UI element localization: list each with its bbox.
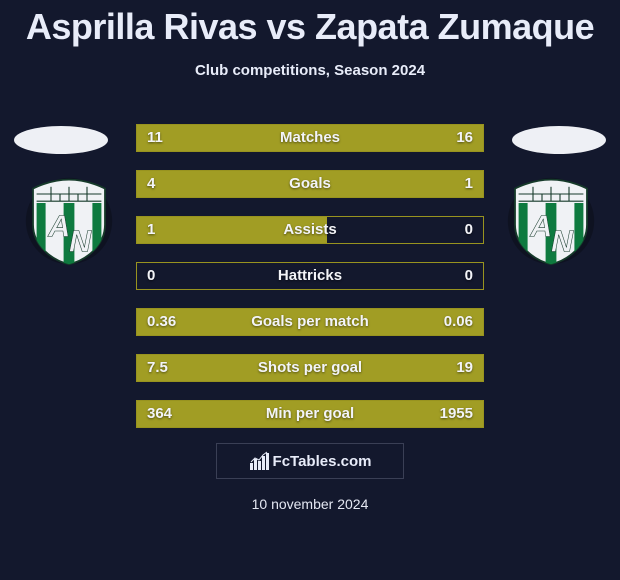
player-photo-left-placeholder: [14, 126, 108, 154]
stat-value-right: 0: [455, 263, 483, 289]
stat-fill-left: [137, 171, 414, 197]
stat-fill-left: [137, 125, 278, 151]
stat-fill-left: [137, 355, 235, 381]
svg-text:A: A: [529, 209, 552, 243]
stat-value-left: 0: [137, 263, 165, 289]
stat-fill-right: [235, 355, 483, 381]
stat-fill-left: [137, 217, 327, 243]
watermark-text: FcTables.com: [273, 453, 372, 470]
svg-text:N: N: [551, 225, 574, 259]
player-photo-right-placeholder: [512, 126, 606, 154]
stat-row: 41Goals: [136, 170, 484, 198]
comparison-chart: 1116Matches41Goals10Assists00Hattricks0.…: [136, 124, 484, 446]
stat-row: 3641955Min per goal: [136, 400, 484, 428]
club-crest-right: A N: [506, 176, 596, 266]
svg-text:A: A: [47, 209, 70, 243]
stat-fill-right: [278, 125, 483, 151]
stat-row: 7.519Shots per goal: [136, 354, 484, 382]
stat-label: Hattricks: [137, 263, 483, 289]
stat-fill-right: [434, 309, 483, 335]
watermark-badge: FcTables.com: [216, 443, 404, 479]
stat-fill-right: [414, 171, 483, 197]
page-title: Asprilla Rivas vs Zapata Zumaque: [0, 0, 620, 48]
date-label: 10 november 2024: [0, 496, 620, 512]
stat-fill-left: [137, 309, 434, 335]
stat-fill-right: [191, 401, 483, 427]
stat-row: 0.360.06Goals per match: [136, 308, 484, 336]
stat-row: 1116Matches: [136, 124, 484, 152]
stat-row: 0 0Hattricks: [136, 262, 484, 290]
stat-value-right: 0: [455, 217, 483, 243]
subtitle: Club competitions, Season 2024: [0, 62, 620, 79]
club-crest-left: A N: [24, 176, 114, 266]
stat-row: 10Assists: [136, 216, 484, 244]
stat-fill-left: [137, 401, 191, 427]
svg-text:N: N: [69, 225, 92, 259]
bars-icon: [249, 451, 271, 471]
